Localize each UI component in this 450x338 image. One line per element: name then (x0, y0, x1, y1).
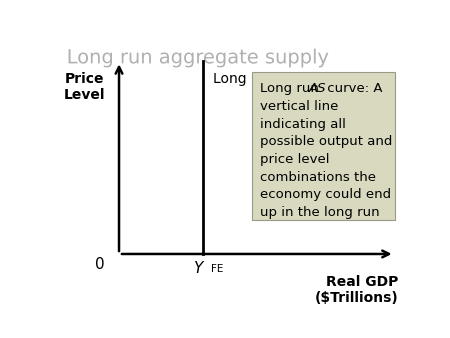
Text: vertical line: vertical line (260, 100, 339, 113)
Text: $\mathit{Y}$: $\mathit{Y}$ (193, 261, 205, 276)
FancyBboxPatch shape (252, 72, 395, 220)
Text: indicating all: indicating all (260, 118, 346, 130)
Text: AS: AS (309, 82, 327, 95)
Text: curve: A: curve: A (323, 82, 382, 95)
Text: Real GDP
($Trillions): Real GDP ($Trillions) (314, 275, 398, 305)
Text: economy could end: economy could end (260, 188, 392, 201)
Text: possible output and: possible output and (260, 135, 393, 148)
Text: Long run aggregate supply: Long run aggregate supply (67, 48, 329, 67)
Text: Price
Level: Price Level (63, 72, 105, 102)
Text: 0: 0 (95, 257, 105, 271)
Text: AS: AS (281, 72, 299, 86)
Text: curve: curve (299, 72, 342, 86)
Text: up in the long run: up in the long run (260, 206, 380, 219)
Text: Long run: Long run (260, 82, 324, 95)
Text: price level: price level (260, 153, 330, 166)
Text: FE: FE (212, 264, 224, 274)
Text: Long run: Long run (213, 72, 279, 86)
Text: combinations the: combinations the (260, 171, 376, 184)
